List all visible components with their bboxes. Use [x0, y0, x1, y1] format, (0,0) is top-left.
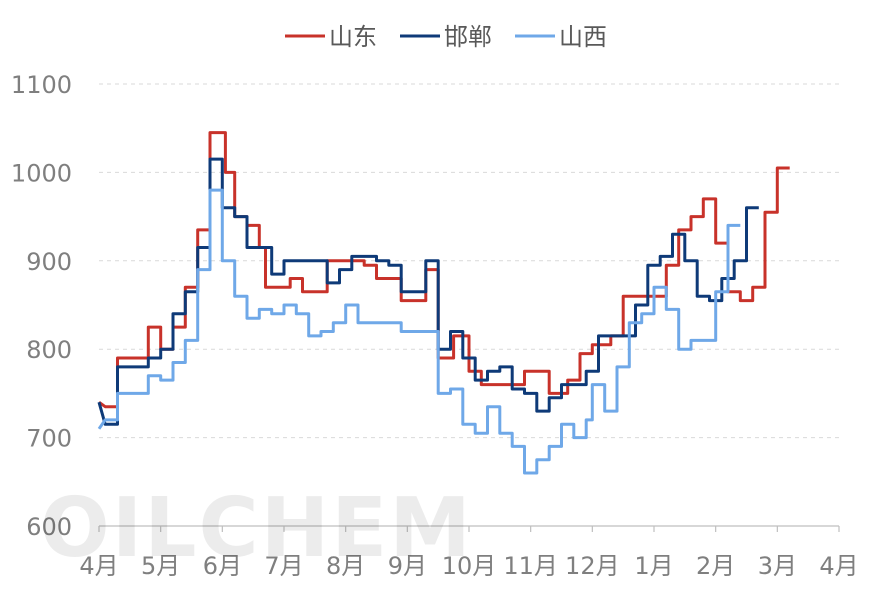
- series-line-3: [97, 188, 741, 475]
- legend-label: 山东: [329, 23, 377, 51]
- y-axis-ticks: 600 700 800 900 1000 1100: [11, 71, 72, 541]
- x-tick-label: 12月: [565, 552, 620, 580]
- y-tick-label: 800: [26, 336, 72, 364]
- x-tick-label: 10月: [442, 552, 497, 580]
- legend-label: 山西: [559, 23, 607, 51]
- x-tick-label: 6月: [203, 552, 242, 580]
- y-tick-label: 700: [26, 425, 72, 453]
- legend-label: 邯郸: [444, 23, 492, 51]
- x-tick-label: 11月: [503, 552, 558, 580]
- x-tick-label: 7月: [264, 552, 303, 580]
- x-tick-label: 1月: [634, 552, 673, 580]
- watermark: OILCHEM: [40, 481, 473, 576]
- x-tick-label: 8月: [326, 552, 365, 580]
- x-tick-label: 4月: [819, 552, 858, 580]
- x-axis: 4月 5月 6月 7月 8月 9月 10月 11月 12月 1月 2月 3月 4月: [79, 525, 859, 580]
- x-tick-label: 5月: [141, 552, 180, 580]
- series-lines: [97, 131, 790, 475]
- y-tick-label: 600: [26, 513, 72, 541]
- x-tick-label: 3月: [758, 552, 797, 580]
- y-tick-label: 1000: [11, 159, 72, 187]
- legend: 山东 邯郸 山西: [285, 23, 607, 51]
- x-tick-label: 4月: [79, 552, 118, 580]
- x-tick-label: 9月: [388, 552, 427, 580]
- y-tick-label: 900: [26, 248, 72, 276]
- x-tick-label: 2月: [696, 552, 735, 580]
- y-tick-label: 1100: [11, 71, 72, 99]
